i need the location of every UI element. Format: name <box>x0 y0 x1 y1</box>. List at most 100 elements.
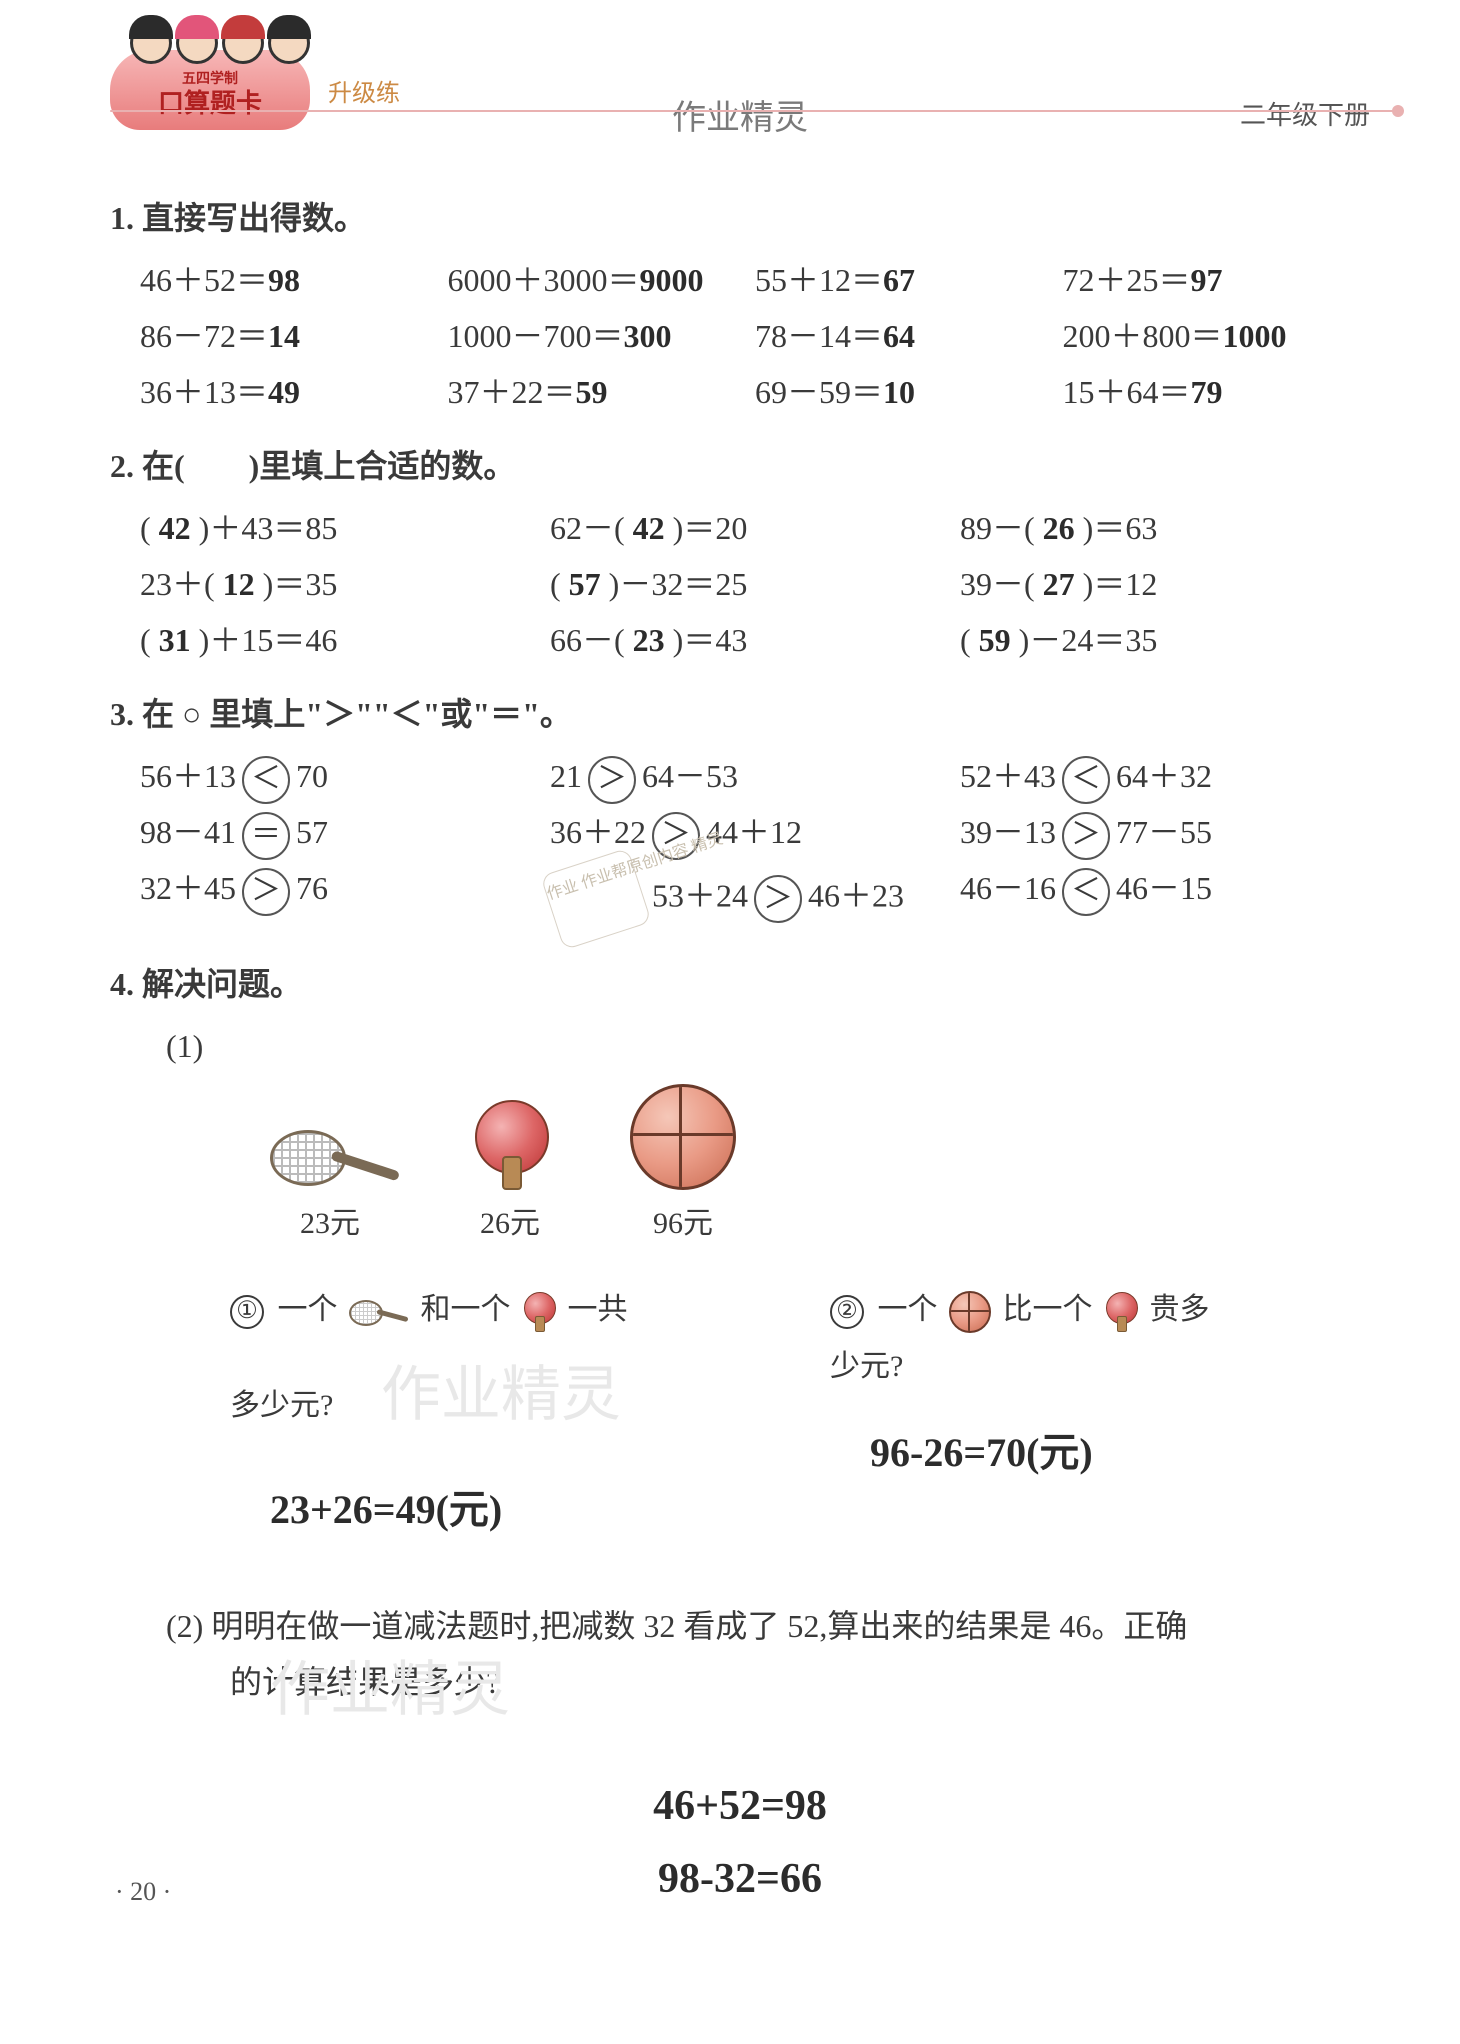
answer: 98-32=66 <box>110 1843 1370 1917</box>
table-row: 86－72＝14 1000－700＝300 78－14＝64 200＋800＝1… <box>110 308 1370 364</box>
expr: )＋15＝46 <box>191 622 338 658</box>
logo-text: 口算题卡 <box>158 83 262 120</box>
q4-sub1: ① 一个 和一个 一共 多少元? 作业精灵 23+26=49(元) <box>230 1281 770 1548</box>
seal-icon: 作业 作业帮原创内容 精灵 <box>540 848 652 951</box>
expr: 89－( <box>960 510 1043 546</box>
price: 96元 <box>653 1198 713 1251</box>
answer: 98 <box>268 262 300 298</box>
answer: 14 <box>268 318 300 354</box>
price: 26元 <box>480 1198 540 1251</box>
answer: 96-26=70(元) <box>830 1415 1370 1491</box>
answer: 97 <box>1191 262 1223 298</box>
answer: 10 <box>883 374 915 410</box>
expr: )－24＝35 <box>1011 622 1158 658</box>
header-rule <box>110 110 1400 112</box>
q4-part2: (2) 明明在做一道减法题时,把减数 32 看成了 52,算出来的结果是 46。… <box>110 1598 1370 1710</box>
answer: 9000 <box>640 262 704 298</box>
table-row: 56＋13＜70 21＞64－53 52＋43＜64＋32 <box>110 748 1370 804</box>
answer-circle: ＞ <box>754 875 802 923</box>
watermark: 作业精灵 <box>381 1362 621 1428</box>
expr: 36＋22 <box>550 814 646 850</box>
answer: 26 <box>1043 510 1075 546</box>
expr: 53＋24 <box>652 877 748 913</box>
q4-part2-label: (2) <box>166 1608 203 1644</box>
expr: 55＋12＝ <box>755 262 883 298</box>
expr: 36＋13＝ <box>140 374 268 410</box>
avatar-icon <box>130 22 172 64</box>
expr: 66－( <box>550 622 633 658</box>
q4-sub2: ② 一个 比一个 贵多 少元? 96-26=70(元) <box>830 1281 1370 1548</box>
table-row: 46＋52＝98 6000＋3000＝9000 55＋12＝67 72＋25＝9… <box>110 252 1370 308</box>
expr: 200＋800＝ <box>1063 318 1223 354</box>
expr: 46＋52＝ <box>140 262 268 298</box>
pingpong-paddle-icon <box>470 1100 550 1190</box>
answer-circle: ＜ <box>1062 756 1110 804</box>
expr: 69－59＝ <box>755 374 883 410</box>
expr: 6000＋3000＝ <box>448 262 640 298</box>
expr: 70 <box>296 758 328 794</box>
answer-circle: ＞ <box>242 868 290 916</box>
expr: ( <box>960 622 979 658</box>
expr: 78－14＝ <box>755 318 883 354</box>
expr: ( <box>140 622 159 658</box>
expr: 39－13 <box>960 814 1056 850</box>
answer: 27 <box>1043 566 1075 602</box>
answer-circle: ＞ <box>588 756 636 804</box>
table-row: 36＋13＝49 37＋22＝59 69－59＝10 15＋64＝79 <box>110 364 1370 420</box>
answer: 59 <box>979 622 1011 658</box>
answer: 300 <box>624 318 672 354</box>
expr: 64＋32 <box>1116 758 1212 794</box>
expr: )＝35 <box>255 566 338 602</box>
expr: 46＋23 <box>808 877 904 913</box>
avatar-icon <box>176 22 218 64</box>
expr: 62－( <box>550 510 633 546</box>
price: 23元 <box>300 1198 360 1251</box>
expr: 23＋( <box>140 566 223 602</box>
q4-items: 23元 26元 96元 <box>110 1084 1370 1251</box>
text: 一个 <box>878 1293 938 1326</box>
table-row: ( 31 )＋15＝46 66－( 23 )＝43 ( 59 )－24＝35 <box>110 612 1370 668</box>
q4-part1-label: (1) <box>110 1018 1370 1074</box>
table-row: ( 42 )＋43＝85 62－( 42 )＝20 89－( 26 )＝63 <box>110 500 1370 556</box>
text: 的计算结果是多少? <box>166 1664 500 1700</box>
expr: 76 <box>296 870 328 906</box>
expr: 52＋43 <box>960 758 1056 794</box>
expr: )－32＝25 <box>601 566 748 602</box>
answer-circle: ＜ <box>242 756 290 804</box>
answer: 59 <box>576 374 608 410</box>
upgrade-label: 升级练 <box>328 73 400 108</box>
answer: 42 <box>159 510 191 546</box>
logo-badge: 五四学制 口算题卡 <box>110 50 310 130</box>
q1-rows: 46＋52＝98 6000＋3000＝9000 55＋12＝67 72＋25＝9… <box>110 252 1370 420</box>
expr: ( <box>550 566 569 602</box>
badminton-racket-icon <box>270 1130 390 1190</box>
content: 1. 直接写出得数。 46＋52＝98 6000＋3000＝9000 55＋12… <box>110 190 1370 1917</box>
text: 比一个 <box>1003 1293 1093 1326</box>
expr: 57 <box>296 814 328 850</box>
expr: )＋43＝85 <box>191 510 338 546</box>
answer-circle: ＞ <box>1062 812 1110 860</box>
avatar-icon <box>268 22 310 64</box>
basketball-icon <box>630 1084 736 1190</box>
answer: 1000 <box>1223 318 1287 354</box>
answer: 49 <box>268 374 300 410</box>
q1-title: 1. 直接写出得数。 <box>110 190 1370 246</box>
expr: 46－15 <box>1116 870 1212 906</box>
expr: 1000－700＝ <box>448 318 624 354</box>
avatar-icon <box>222 22 264 64</box>
q3-title: 3. 在 ○ 里填上"＞""＜"或"＝"。 <box>110 686 1370 742</box>
badminton-racket-icon <box>349 1300 409 1324</box>
expr: 39－( <box>960 566 1043 602</box>
expr: 46－16 <box>960 870 1056 906</box>
q4-title: 4. 解决问题。 <box>110 956 1370 1012</box>
text: 和一个 <box>421 1293 511 1326</box>
pingpong-paddle-icon <box>522 1292 556 1332</box>
q3-rows: 56＋13＜70 21＞64－53 52＋43＜64＋32 98－41＝57 3… <box>110 748 1370 938</box>
table-row: 98－41＝57 36＋22＞44＋12 39－13＞77－55 <box>110 804 1370 860</box>
answer: 67 <box>883 262 915 298</box>
expr: 37＋22＝ <box>448 374 576 410</box>
expr: 72＋25＝ <box>1063 262 1191 298</box>
expr: )＝20 <box>665 510 748 546</box>
q2-title: 2. 在( )里填上合适的数。 <box>110 438 1370 494</box>
answer: 79 <box>1191 374 1223 410</box>
